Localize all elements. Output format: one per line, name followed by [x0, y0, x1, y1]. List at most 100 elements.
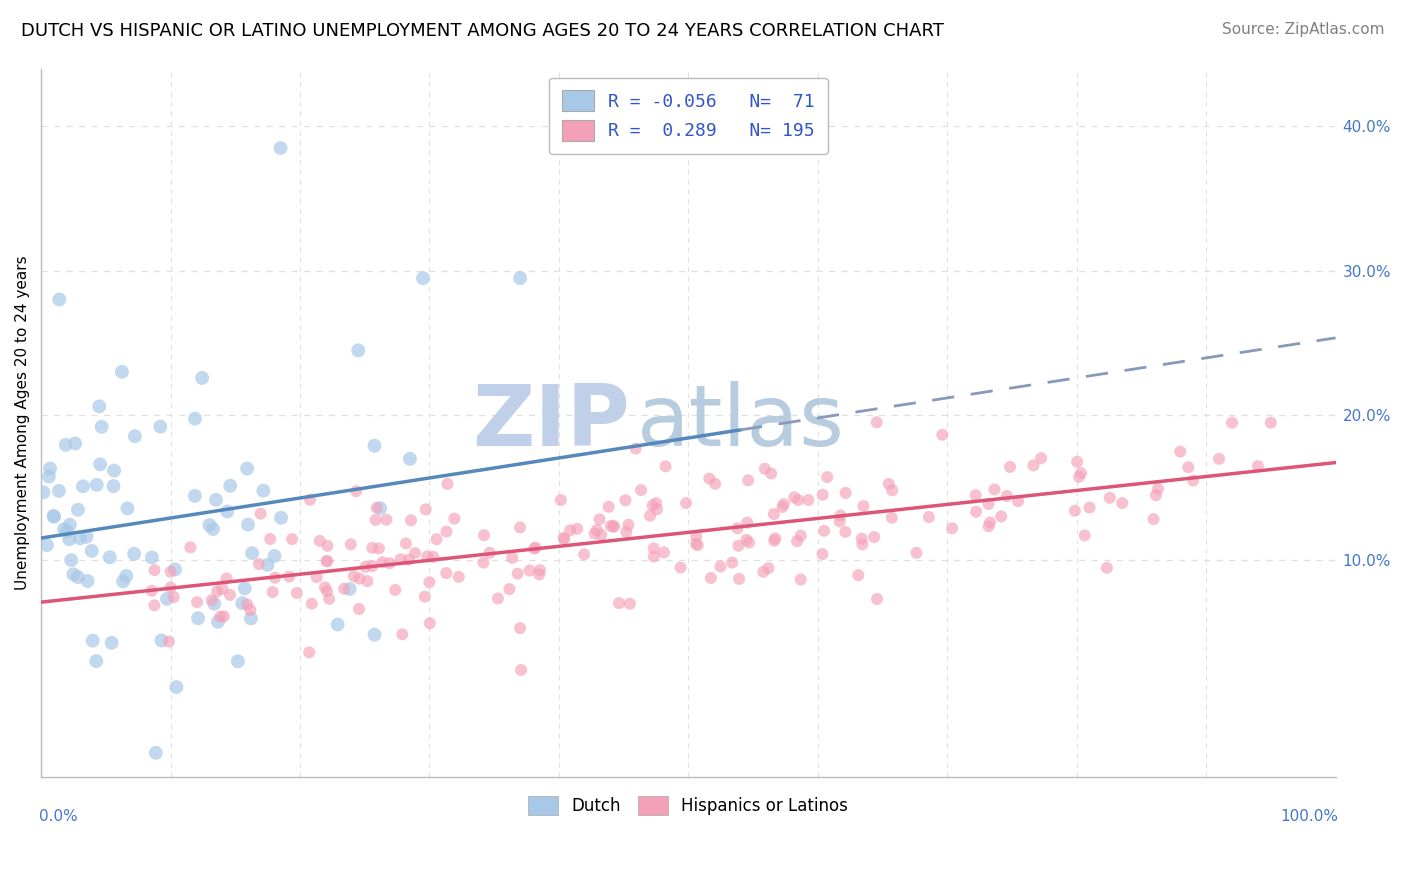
Point — [198, 518, 221, 533]
Point — [416, 549, 439, 564]
Point — [700, 571, 723, 585]
Point — [735, 533, 758, 547]
Point — [524, 541, 547, 555]
Point — [256, 558, 278, 572]
Point — [191, 371, 214, 385]
Point — [308, 533, 330, 548]
Point — [486, 591, 509, 606]
Point — [326, 617, 349, 632]
Point — [156, 591, 179, 606]
Text: 0.0%: 0.0% — [38, 809, 77, 823]
Point — [638, 508, 661, 523]
Point — [375, 513, 398, 527]
Point — [226, 654, 249, 668]
Point — [645, 502, 668, 516]
Point — [316, 539, 339, 553]
Point — [643, 541, 665, 556]
Point — [1070, 466, 1092, 480]
Point — [145, 746, 167, 760]
Text: DUTCH VS HISPANIC OR LATINO UNEMPLOYMENT AMONG AGES 20 TO 24 YEARS CORRELATION C: DUTCH VS HISPANIC OR LATINO UNEMPLOYMENT… — [21, 22, 943, 40]
Point — [866, 592, 889, 607]
Point — [643, 549, 665, 564]
Point — [1073, 528, 1095, 542]
Point — [1098, 491, 1121, 505]
Point — [361, 559, 384, 574]
Point — [979, 516, 1001, 530]
Point — [675, 496, 697, 510]
Point — [965, 505, 987, 519]
Point — [1142, 512, 1164, 526]
Point — [1144, 488, 1167, 502]
Point — [143, 599, 166, 613]
Point — [239, 611, 262, 625]
Point — [378, 556, 401, 570]
Point — [187, 611, 209, 625]
Point — [645, 496, 668, 510]
Point — [728, 572, 751, 586]
Point — [998, 459, 1021, 474]
Point — [247, 557, 270, 571]
Point — [363, 627, 385, 641]
Point — [797, 493, 820, 508]
Point — [347, 602, 370, 616]
Point — [184, 489, 207, 503]
Point — [62, 567, 84, 582]
Point — [205, 492, 228, 507]
Point — [529, 567, 551, 582]
Point — [529, 563, 551, 577]
Point — [239, 603, 262, 617]
Point — [86, 478, 108, 492]
Point — [90, 419, 112, 434]
Point — [866, 415, 889, 429]
Point — [1220, 416, 1243, 430]
Point — [565, 522, 588, 536]
Point — [124, 429, 146, 443]
Point — [603, 520, 626, 534]
Point — [315, 554, 337, 568]
Point — [1069, 470, 1091, 484]
Point — [506, 566, 529, 581]
Point — [727, 521, 749, 535]
Point — [443, 511, 465, 525]
Point — [391, 627, 413, 641]
Point — [211, 582, 233, 596]
Point — [851, 537, 873, 551]
Point — [389, 552, 412, 566]
Text: Source: ZipAtlas.com: Source: ZipAtlas.com — [1222, 22, 1385, 37]
Point — [434, 566, 457, 580]
Point — [1247, 458, 1270, 473]
Point — [880, 510, 903, 524]
Point — [112, 574, 135, 589]
Point — [877, 476, 900, 491]
Point — [240, 546, 263, 560]
Point — [735, 516, 758, 530]
Point — [813, 524, 835, 538]
Point — [436, 477, 458, 491]
Point — [599, 519, 621, 533]
Point — [236, 517, 259, 532]
Point — [149, 419, 172, 434]
Point — [652, 545, 675, 559]
Point — [344, 484, 367, 499]
Point — [117, 501, 139, 516]
Point — [790, 573, 813, 587]
Point — [364, 513, 387, 527]
Point — [550, 493, 572, 508]
Point — [111, 365, 134, 379]
Point — [614, 524, 637, 539]
Point — [165, 680, 187, 694]
Point — [384, 582, 406, 597]
Point — [363, 439, 385, 453]
Point — [163, 590, 186, 604]
Point — [523, 541, 546, 556]
Point — [399, 451, 422, 466]
Text: ZIP: ZIP — [472, 381, 630, 464]
Point — [965, 488, 987, 502]
Point — [472, 528, 495, 542]
Point — [89, 458, 111, 472]
Point — [704, 476, 727, 491]
Point — [990, 509, 1012, 524]
Point — [931, 427, 953, 442]
Point — [38, 469, 60, 483]
Point — [624, 442, 647, 456]
